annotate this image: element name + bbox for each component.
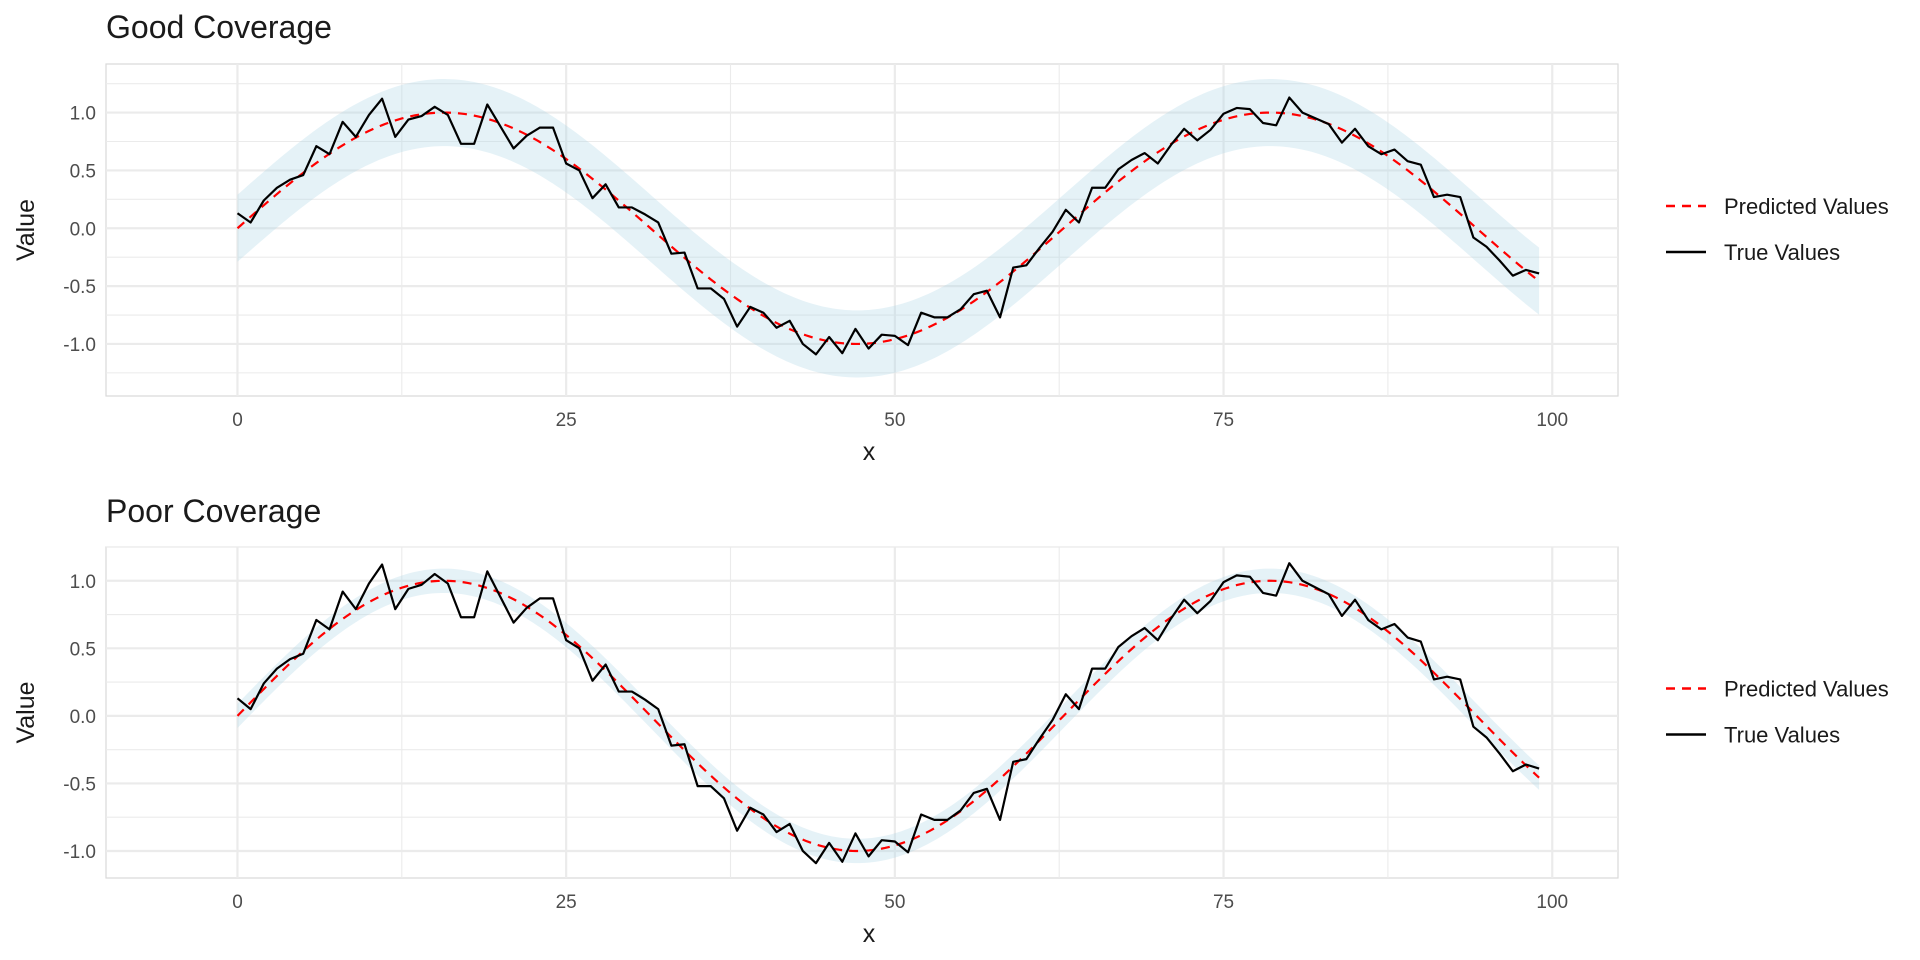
y-tick-label: 0.0 — [70, 219, 96, 240]
chart-panel-1: 0 25 50 75 100 1.0 0.5 0.0 -0.5 -1.0 Good Coverage… — [12, 9, 1889, 466]
panel-border — [105, 63, 1619, 397]
chart-panel-2: 0 25 50 75 100 1.0 0.5 0.0 -0.5 -1.0 Poor Coverage… — [12, 493, 1889, 948]
y-tick-label: -0.5 — [63, 774, 96, 795]
predicted-values-line — [236, 111, 1540, 346]
true-values-line — [236, 562, 1540, 865]
x-tick-label: 100 — [1536, 892, 1568, 913]
x-axis-label: x — [863, 438, 876, 466]
x-tick-label: 0 — [232, 410, 243, 431]
x-tick-label: 25 — [556, 410, 577, 431]
panel-border — [105, 546, 1619, 879]
y-tick-label: 1.0 — [70, 572, 96, 593]
confidence-band — [237, 568, 1540, 864]
y-tick-label: 1.0 — [70, 104, 96, 125]
y-tick-label: -1.0 — [63, 335, 96, 356]
legend-label: True Values — [1724, 723, 1840, 748]
x-tick-label: 75 — [1213, 410, 1234, 431]
chart-title: Good Coverage — [106, 9, 332, 45]
x-tick-label: 25 — [556, 892, 577, 913]
x-tick-label: 75 — [1213, 892, 1234, 913]
y-tick-label: 0.5 — [70, 639, 96, 660]
legend-label: Predicted Values — [1724, 194, 1889, 219]
legend: Predicted Values True Values — [1666, 194, 1889, 265]
y-tick-label: 0.0 — [70, 707, 96, 728]
y-axis-label: Value — [12, 681, 40, 743]
x-axis-label: x — [863, 920, 876, 948]
x-tick-label: 0 — [232, 892, 243, 913]
true-values-line — [236, 96, 1540, 356]
legend-label: True Values — [1724, 240, 1840, 265]
x-tick-label: 50 — [884, 410, 905, 431]
y-axis-label: Value — [12, 199, 40, 261]
x-tick-label: 100 — [1536, 410, 1568, 431]
y-tick-label: -1.0 — [63, 842, 96, 863]
x-tick-label: 50 — [884, 892, 905, 913]
chart-title: Poor Coverage — [106, 493, 321, 529]
y-tick-label: -0.5 — [63, 277, 96, 298]
legend-label: Predicted Values — [1724, 677, 1889, 702]
y-tick-label: 0.5 — [70, 161, 96, 182]
legend: Predicted Values True Values — [1666, 677, 1889, 748]
